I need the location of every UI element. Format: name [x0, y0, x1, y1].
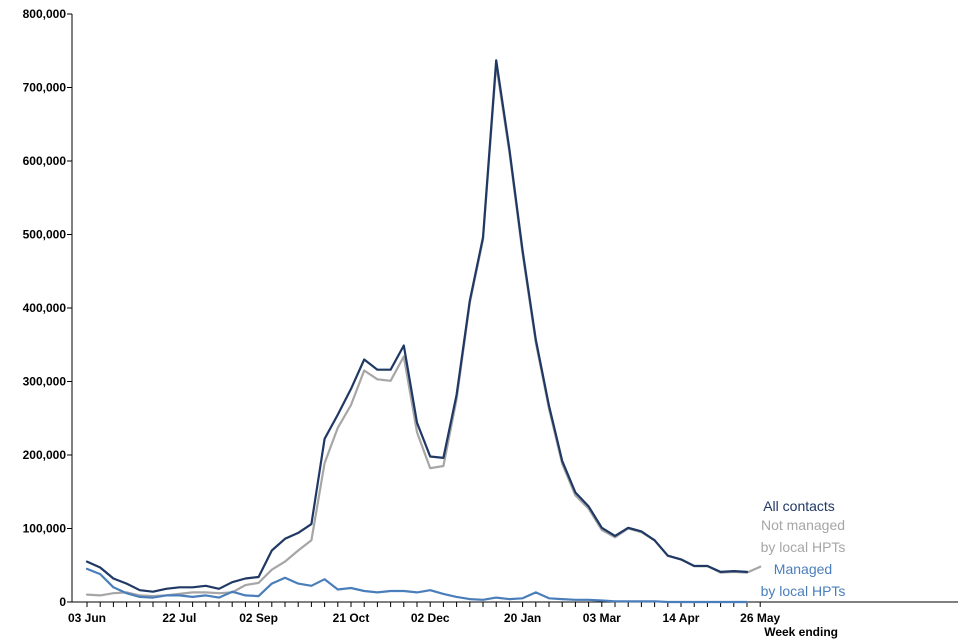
legend-not-managed-line1: Not managed — [761, 517, 845, 533]
y-tick-label: 300,000 — [23, 375, 67, 389]
x-tick-label: 03 Jun — [68, 611, 106, 625]
y-tick-label: 200,000 — [23, 448, 67, 462]
series-line-2 — [85, 567, 749, 604]
x-tick-label: 03 Mar — [583, 611, 621, 625]
y-tick-label: 400,000 — [23, 301, 67, 315]
legend-not-managed-line2: by local HPTs — [761, 539, 846, 555]
y-tick-label: 100,000 — [23, 522, 67, 536]
y-tick-label: 800,000 — [23, 7, 67, 21]
x-tick-label: 22 Jul — [162, 611, 196, 625]
series-line-1 — [85, 63, 762, 598]
legend-all-contacts: All contacts — [763, 498, 835, 514]
y-tick-label: 600,000 — [23, 154, 67, 168]
x-tick-label: 21 Oct — [333, 611, 370, 625]
y-tick-label: 700,000 — [23, 81, 67, 95]
x-tick-label: 26 May — [740, 611, 780, 625]
series-lines — [85, 59, 762, 604]
y-ticks: 0 100,000 200,000 300,000 400,000 500,000 600,… — [23, 7, 72, 609]
legend: All contacts Not managed by local HPTs M… — [761, 498, 846, 599]
x-tick-label: 02 Sep — [239, 611, 278, 625]
x-tick-label: 02 Dec — [411, 611, 450, 625]
x-tick-label: 14 Apr — [663, 611, 700, 625]
x-ticks: 03 Jun 22 Jul 02 Sep 21 Oct 02 Dec 20 Jan 03 M… — [68, 602, 781, 625]
legend-managed-line2: by local HPTs — [761, 583, 846, 599]
series-line-0 — [85, 59, 749, 593]
x-axis-title: Week ending — [764, 625, 838, 639]
legend-managed-line1: Managed — [774, 561, 832, 577]
y-tick-label: 0 — [59, 595, 66, 609]
y-tick-label: 500,000 — [23, 228, 67, 242]
x-tick-label: 20 Jan — [504, 611, 541, 625]
